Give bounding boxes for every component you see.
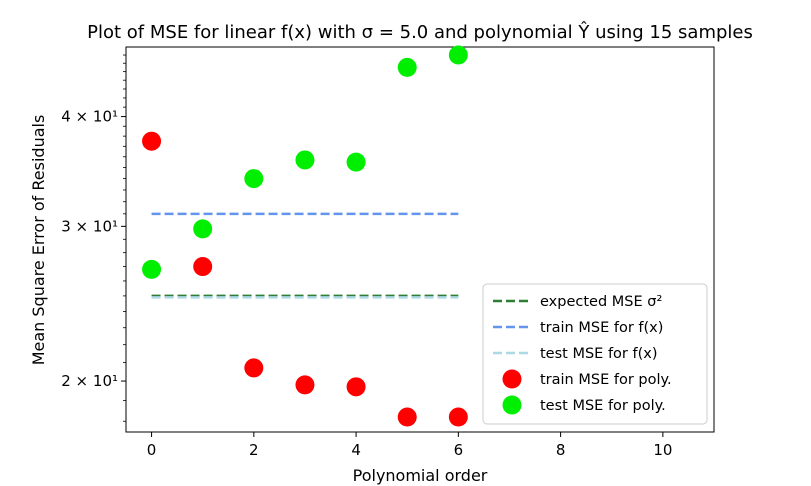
y-tick-label: 4 × 10¹: [61, 108, 118, 126]
x-tick-label: 6: [454, 441, 464, 459]
y-axis-ticks: 2 × 10¹ 3 × 10¹ 4 × 10¹: [61, 54, 126, 422]
data-point: [448, 407, 468, 427]
data-point: [346, 377, 366, 397]
x-tick-label: 2: [249, 441, 259, 459]
reference-lines: [151, 212, 459, 299]
legend-swatch: [502, 395, 522, 415]
chart-title: Plot of MSE for linear f(x) with σ = 5.0…: [87, 21, 753, 43]
data-point: [397, 407, 417, 427]
data-point: [244, 358, 264, 378]
legend-box: [482, 283, 708, 425]
data-point: [142, 131, 162, 151]
data-point: [295, 375, 315, 395]
data-point: [244, 169, 264, 189]
x-axis-ticks: 0 2 4 6 8 10: [147, 432, 672, 459]
data-point: [448, 45, 468, 65]
x-tick-label: 8: [556, 441, 566, 459]
legend-label: train MSE for poly.: [540, 372, 672, 388]
legend-label: test MSE for f(x): [540, 346, 658, 362]
legend-label: train MSE for f(x): [540, 320, 663, 336]
data-point: [193, 219, 213, 239]
x-tick-label: 4: [351, 441, 361, 459]
legend-label: test MSE for poly.: [540, 398, 666, 414]
data-point: [295, 150, 315, 170]
x-tick-label: 0: [147, 441, 157, 459]
legend: expected MSE σ² train MSE for f(x) test MS…: [482, 283, 708, 425]
y-axis-label: Mean Square Error of Residuals: [29, 115, 48, 366]
data-point: [142, 259, 162, 279]
x-tick-label: 10: [653, 441, 672, 459]
y-tick-label: 3 × 10¹: [61, 217, 118, 235]
data-point: [346, 152, 366, 172]
x-axis-label: Polynomial order: [353, 466, 488, 485]
legend-label: expected MSE σ²: [540, 294, 662, 310]
legend-swatch: [502, 369, 522, 389]
data-point: [193, 257, 213, 277]
data-point: [397, 57, 417, 77]
y-tick-label: 2 × 10¹: [61, 372, 118, 390]
data-points: [142, 45, 468, 427]
